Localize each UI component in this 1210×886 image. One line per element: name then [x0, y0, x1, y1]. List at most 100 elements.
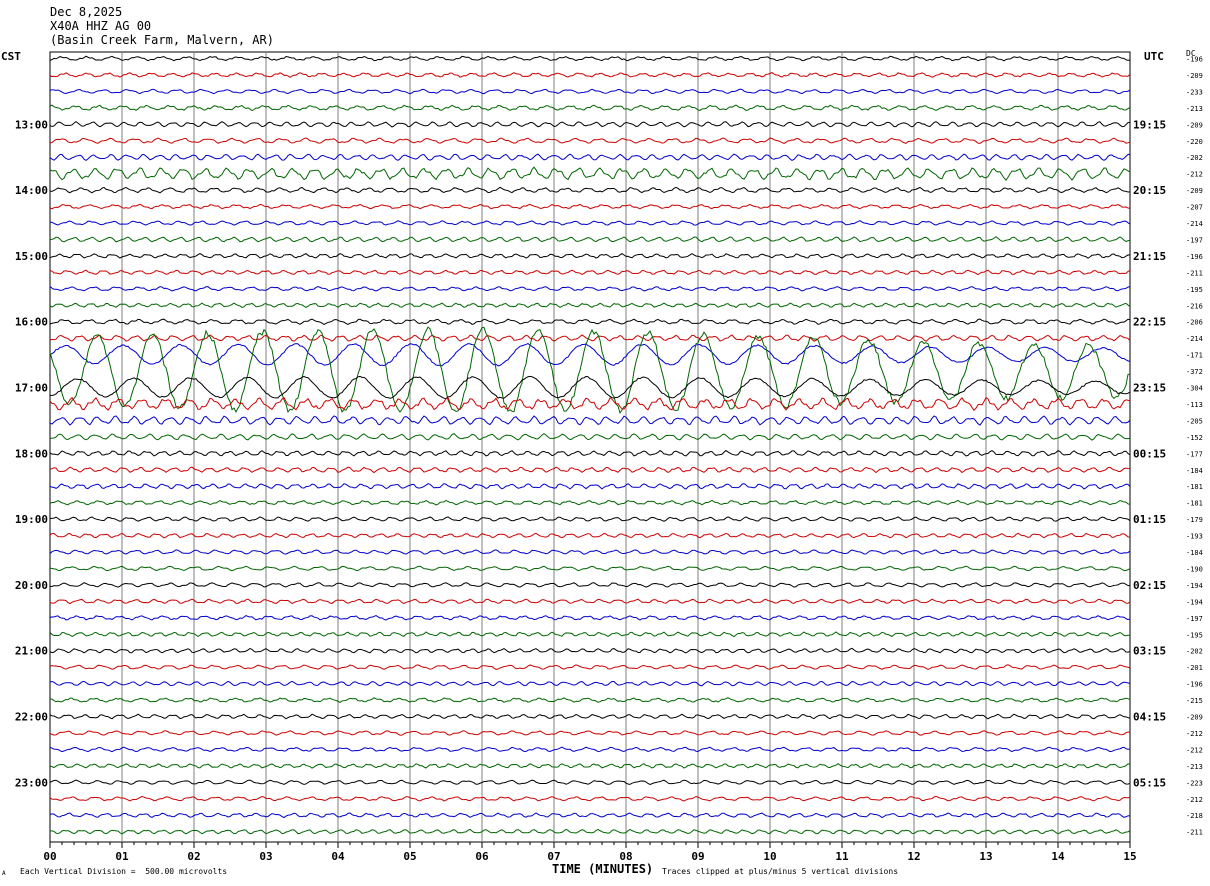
dc-offset-label: -212 — [1186, 171, 1203, 179]
right-hour-label: 23:15 — [1133, 382, 1166, 395]
right-hour-label: 03:15 — [1133, 645, 1166, 658]
seismic-trace — [49, 532, 1131, 539]
right-hour-label: 02:15 — [1133, 579, 1166, 592]
dc-offset-label: -214 — [1186, 220, 1203, 228]
dc-label: DC — [1186, 49, 1196, 58]
dc-offset-label: -206 — [1186, 319, 1203, 327]
left-hour-label: 22:00 — [15, 711, 48, 724]
seismic-trace — [49, 72, 1131, 78]
x-tick-label: 02 — [187, 850, 200, 863]
dc-offset-label: -233 — [1186, 88, 1203, 96]
seismic-trace — [49, 795, 1131, 802]
x-tick-label: 11 — [835, 850, 849, 863]
seismic-trace — [49, 466, 1131, 474]
x-tick-label: 14 — [1051, 850, 1065, 863]
dc-offset-label: -184 — [1186, 549, 1203, 557]
seismic-trace — [49, 598, 1131, 605]
x-tick-label: 09 — [691, 850, 704, 863]
seismic-trace — [49, 137, 1131, 145]
x-tick-label: 12 — [907, 850, 920, 863]
seismic-trace — [49, 153, 1131, 162]
seismic-trace — [49, 375, 1131, 400]
dc-offset-label: -184 — [1186, 467, 1203, 475]
seismic-trace — [49, 269, 1131, 276]
seismic-trace — [49, 220, 1131, 226]
seismic-trace — [49, 318, 1131, 326]
seismic-trace — [49, 88, 1131, 95]
right-hour-label: 05:15 — [1133, 776, 1166, 789]
seismic-trace — [49, 680, 1131, 687]
dc-offset-label: -209 — [1186, 187, 1203, 195]
dc-offset-label: -195 — [1186, 286, 1203, 294]
dc-offset-label: -304 — [1186, 385, 1203, 393]
axis-labels: 00 01 02 03 04 05 06 07 08 09 10 11 12 13 14 15 13:00 19:… — [15, 56, 1203, 864]
dc-offset-label: -202 — [1186, 648, 1203, 656]
left-hour-label: 15:00 — [15, 250, 48, 263]
dc-offset-label: -207 — [1186, 204, 1203, 212]
right-hour-label: 19:15 — [1133, 118, 1166, 131]
scale-note: Each Vertical Division = 500.00 microvol… — [20, 867, 228, 876]
seismic-trace — [49, 483, 1131, 490]
dc-offset-label: -213 — [1186, 105, 1203, 113]
location-label: (Basin Creek Farm, Malvern, AR) — [50, 33, 274, 47]
dc-offset-label: -201 — [1186, 664, 1203, 672]
dc-offset-label: -212 — [1186, 796, 1203, 804]
seismic-trace — [49, 236, 1131, 243]
dc-offset-label: -215 — [1186, 697, 1203, 705]
dc-offset-label: -205 — [1186, 417, 1203, 425]
dc-offset-label: -209 — [1186, 121, 1203, 129]
left-hour-label: 20:00 — [15, 579, 48, 592]
left-hour-label: 21:00 — [15, 645, 48, 658]
x-tick-label: 01 — [115, 850, 129, 863]
seismic-trace — [49, 334, 1131, 342]
dc-offset-label: -197 — [1186, 615, 1203, 623]
dc-offset-label: -209 — [1186, 714, 1203, 722]
dc-offset-label: -197 — [1186, 236, 1203, 244]
seismic-trace — [49, 763, 1131, 769]
right-hour-label: 00:15 — [1133, 447, 1166, 460]
x-axis-title: TIME (MINUTES) — [552, 862, 654, 876]
seismic-trace — [49, 120, 1131, 128]
seismic-trace — [49, 549, 1131, 555]
station-label: X40A HHZ AG 00 — [50, 19, 152, 33]
seismic-trace — [49, 415, 1131, 426]
seismic-trace — [49, 396, 1131, 412]
x-tick-label: 15 — [1123, 850, 1136, 863]
seismic-trace — [49, 285, 1131, 292]
dc-offset-label: -177 — [1186, 450, 1203, 458]
seismic-trace — [49, 812, 1131, 819]
left-hour-label: 19:00 — [15, 513, 48, 526]
dc-offset-label: -211 — [1186, 269, 1203, 277]
corner-mark: A — [2, 870, 6, 877]
dc-offset-label: -213 — [1186, 763, 1203, 771]
seismic-trace — [49, 582, 1131, 588]
left-hour-label: 14:00 — [15, 184, 48, 197]
trace-group — [49, 55, 1131, 835]
seismic-trace — [49, 746, 1131, 753]
seismic-trace — [49, 779, 1131, 785]
dc-offset-label: -181 — [1186, 483, 1203, 491]
dc-offset-label: -212 — [1186, 730, 1203, 738]
left-timezone-label: CST — [1, 50, 21, 63]
seismic-trace — [49, 499, 1131, 506]
dc-offset-label: -179 — [1186, 516, 1203, 524]
seismic-trace — [49, 252, 1131, 259]
dc-offset-label: -196 — [1186, 56, 1203, 64]
seismic-trace — [49, 166, 1131, 181]
date-label: Dec 8,2025 — [50, 5, 123, 19]
dc-offset-label: -193 — [1186, 533, 1203, 541]
seismic-trace — [49, 432, 1131, 441]
seismic-trace — [49, 104, 1131, 112]
seismic-trace — [49, 565, 1131, 572]
seismic-trace — [49, 730, 1131, 736]
x-tick-label: 04 — [331, 850, 345, 863]
dc-offset-label: -212 — [1186, 746, 1203, 754]
dc-offset-label: -218 — [1186, 812, 1203, 820]
dc-offset-label: -194 — [1186, 598, 1203, 606]
dc-offset-label: -220 — [1186, 138, 1203, 146]
left-hour-label: 17:00 — [15, 382, 48, 395]
seismic-trace — [49, 302, 1131, 309]
right-timezone-label: UTC — [1144, 50, 1164, 63]
seismic-trace — [49, 828, 1131, 835]
